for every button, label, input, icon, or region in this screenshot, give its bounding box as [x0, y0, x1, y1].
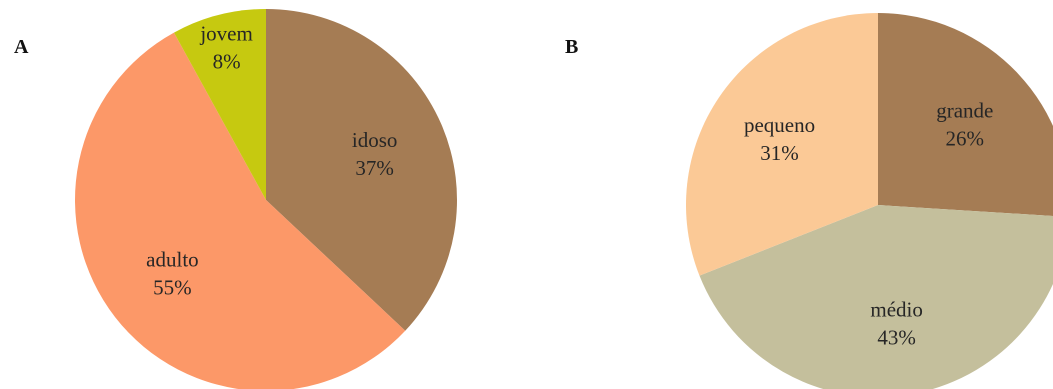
- pie-slice-pequeno: [686, 13, 878, 276]
- pie-slice-grande: [878, 13, 1053, 217]
- slice-label-grande: grande 26%: [936, 99, 993, 151]
- pie-slice-idoso: [266, 9, 457, 331]
- pie-chart-a: idoso 37% adulto 55% jovem 8%: [75, 9, 457, 389]
- slice-label-medio: médio 43%: [870, 298, 923, 350]
- panel-letter-a: A: [14, 36, 29, 58]
- slice-label-adulto: adulto 55%: [146, 248, 199, 300]
- panel-letter-b: B: [565, 36, 579, 58]
- slice-label-jovem: jovem 8%: [199, 21, 253, 73]
- slice-label-idoso: idoso 37%: [352, 128, 398, 180]
- pie-slice-jovem: [173, 9, 266, 200]
- slice-label-pequeno: pequeno 31%: [744, 113, 815, 165]
- pie-slice-adulto: [75, 32, 406, 389]
- pie-slice-medio: [699, 205, 1053, 389]
- pie-chart-b: grande 26% médio 43% pequeno 31%: [686, 13, 1053, 389]
